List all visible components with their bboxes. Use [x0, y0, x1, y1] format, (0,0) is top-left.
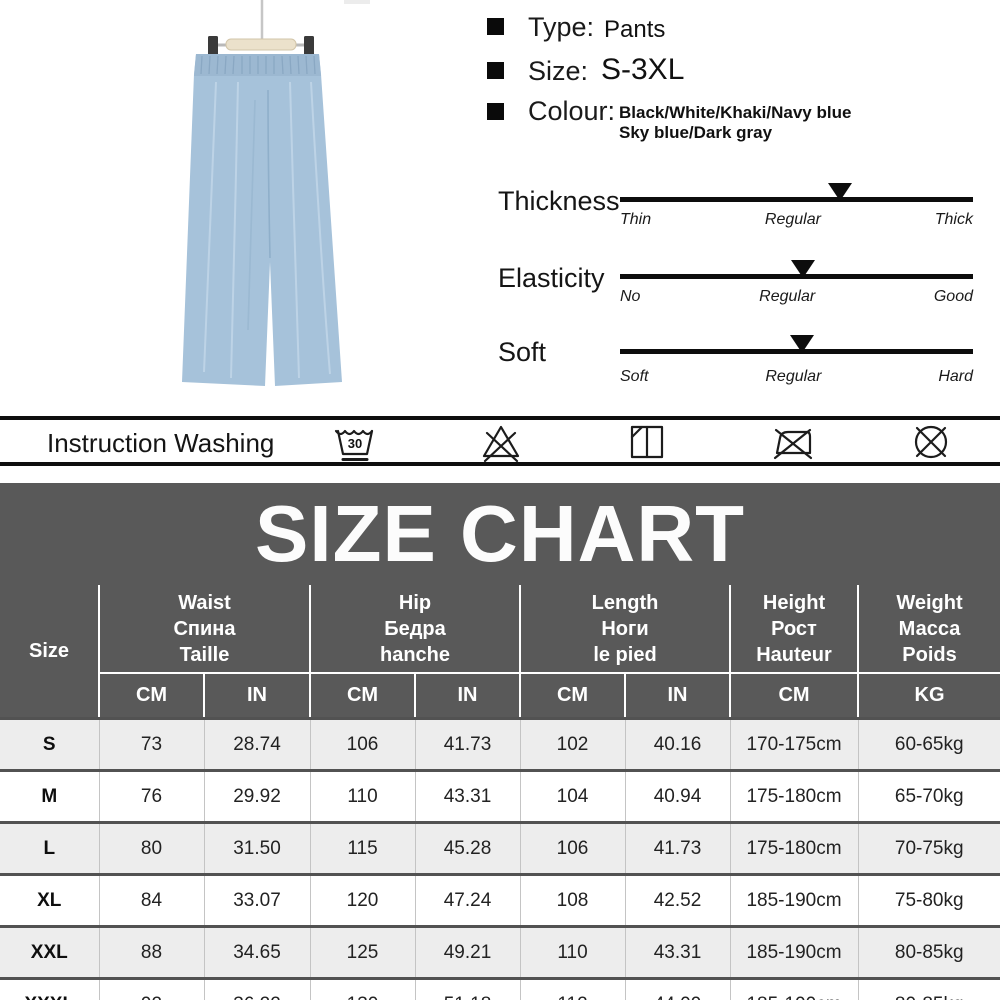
- soft-slider-marker-icon: [790, 335, 815, 353]
- table-row-xxl: XXL 88 34.65 125 49.21 110 43.31 185-190…: [0, 925, 1000, 979]
- product-photo-pants: [182, 0, 370, 386]
- do-not-iron-icon: [773, 428, 813, 460]
- bullet-square-icon: [487, 103, 504, 120]
- elasticity-slider-track: [620, 260, 973, 279]
- pants-creases: [203, 81, 331, 379]
- wash-30-icon: 30: [334, 429, 374, 461]
- pants-body: [182, 54, 342, 386]
- cropped-watermark: [344, 0, 370, 4]
- unit-header: IN: [203, 672, 310, 719]
- scale-min-label: No: [620, 288, 641, 305]
- bullet-square-icon: [487, 18, 504, 35]
- table-row-m: M 76 29.92 110 43.31 104 40.94 175-180cm…: [0, 769, 1000, 823]
- elasticity-scale-labels: No Regular Good: [620, 288, 973, 306]
- thickness-slider-marker-icon: [827, 183, 852, 201]
- unit-header: CM: [309, 672, 415, 719]
- type-label: Type:: [528, 12, 595, 42]
- size-chart-title: SIZE CHART: [255, 489, 745, 578]
- hanger-clip-left: [208, 36, 218, 59]
- unit-header: CM: [98, 672, 204, 719]
- size-value: S-3XL: [601, 53, 685, 86]
- soft-scale-labels: Soft Regular Hard: [620, 368, 973, 386]
- scale-mid-label: Regular: [765, 368, 822, 385]
- col-header-size: Size: [0, 585, 99, 719]
- washing-instruction-label: Instruction Washing: [47, 428, 275, 458]
- hanger-bar: [225, 38, 297, 51]
- divider-line: [0, 462, 1000, 466]
- colour-values: Black/White/Khaki/Navy blue Sky blue/Dar…: [619, 103, 851, 143]
- elasticity-slider-marker-icon: [790, 260, 815, 278]
- scale-max-label: Hard: [938, 368, 973, 385]
- table-row-s: S 73 28.74 106 41.73 102 40.16 170-175cm…: [0, 717, 1000, 771]
- slider-label-soft: Soft: [498, 337, 547, 367]
- col-header-weight: Weight Масса Poids: [857, 585, 1000, 673]
- thickness-scale-labels: Thin Regular Thick: [620, 211, 973, 229]
- slider-label-elasticity: Elasticity: [498, 263, 605, 293]
- table-row-l: L 80 31.50 115 45.28 106 41.73 175-180cm…: [0, 821, 1000, 875]
- table-row-xl: XL 84 33.07 120 47.24 108 42.52 185-190c…: [0, 873, 1000, 927]
- unit-header: IN: [414, 672, 520, 719]
- do-not-dry-clean-icon: [914, 425, 948, 459]
- size-chart-table: Size Waist Спина Taille Hip Бедра hanche…: [0, 585, 1000, 1000]
- svg-text:30: 30: [348, 436, 362, 451]
- unit-header: CM: [519, 672, 625, 719]
- scale-min-label: Thin: [620, 211, 652, 228]
- bullet-square-icon: [487, 62, 504, 79]
- slider-label-thickness: Thickness: [498, 186, 620, 216]
- scale-max-label: Good: [933, 288, 973, 305]
- col-header-height: Height Рост Hauteur: [729, 585, 858, 673]
- unit-header: IN: [624, 672, 730, 719]
- scale-mid-label: Regular: [759, 288, 816, 305]
- table-row-xxxl: XXXL 92 36.22 130 51.18 112 44.09 185-19…: [0, 977, 1000, 1000]
- unit-header: KG: [857, 672, 1000, 719]
- colour-label: Colour:: [528, 96, 616, 126]
- col-header-length: Length Ноги le pied: [519, 585, 730, 673]
- dry-in-shade-icon: [630, 425, 664, 459]
- soft-slider-track: [620, 335, 973, 354]
- pants-shading: [247, 89, 271, 331]
- scale-mid-label: Regular: [764, 211, 821, 228]
- divider-line: [0, 416, 1000, 420]
- scale-min-label: Soft: [620, 368, 649, 385]
- size-label: Size:: [528, 56, 589, 86]
- colour-value-line2: Sky blue/Dark gray: [619, 123, 773, 142]
- size-chart-title-band: SIZE CHART: [0, 483, 1000, 585]
- col-header-waist: Waist Спина Taille: [98, 585, 310, 673]
- colour-value-line1: Black/White/Khaki/Navy blue: [619, 103, 852, 122]
- unit-header: CM: [729, 672, 858, 719]
- thickness-slider-track: [620, 183, 973, 202]
- scale-max-label: Thick: [934, 211, 973, 228]
- hanger-clip-right: [304, 36, 314, 59]
- type-value: Pants: [604, 16, 666, 43]
- do-not-bleach-icon: [482, 425, 520, 463]
- waistband-pleats: [200, 55, 316, 75]
- col-header-hip: Hip Бедра hanche: [309, 585, 520, 673]
